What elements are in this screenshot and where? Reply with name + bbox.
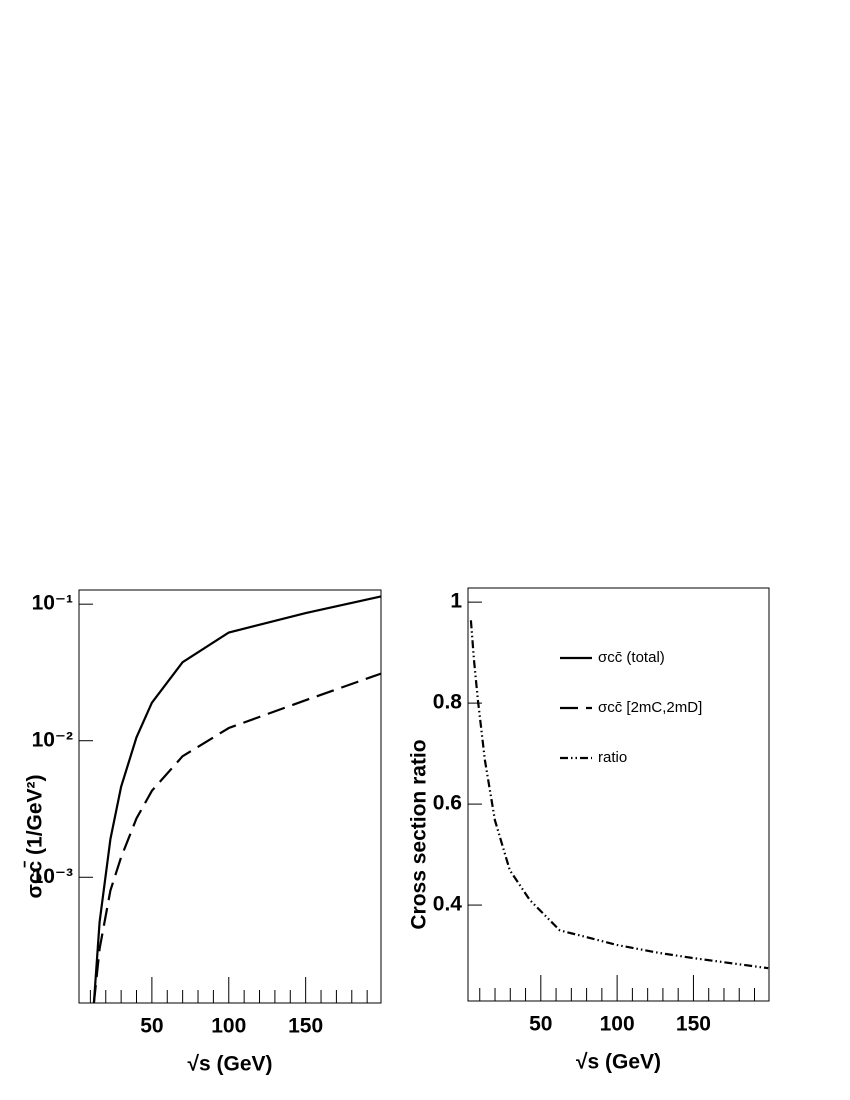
legend-label: ratio — [598, 749, 627, 766]
y-tick-label: 0.8 — [433, 691, 463, 714]
y-tick-label: 10⁻¹ — [32, 592, 73, 615]
x-axis-label: √s (GeV) — [576, 1051, 661, 1074]
y-tick-label: 1 — [450, 590, 462, 613]
y-axis-label: σcc̄ (1/GeV²) — [24, 774, 47, 898]
x-tick-label: 50 — [140, 1015, 163, 1038]
series-line — [92, 595, 382, 1004]
y-tick-label: 10⁻² — [32, 728, 73, 751]
y-tick-label: 10⁻³ — [32, 865, 73, 888]
y-axis-label: Cross section ratio — [408, 739, 431, 929]
x-tick-label: 100 — [600, 1013, 635, 1036]
y-tick-label: 0.4 — [433, 893, 463, 916]
legend-label: σcc̄ [2mC,2mD] — [598, 699, 702, 716]
x-tick-label: 150 — [288, 1015, 323, 1038]
y-tick-label: 0.6 — [433, 792, 462, 815]
x-axis-label: √s (GeV) — [187, 1053, 272, 1076]
x-tick-label: 150 — [676, 1013, 711, 1036]
x-tick-label: 100 — [211, 1015, 246, 1038]
legend-label: σcc̄ (total) — [598, 649, 665, 666]
x-tick-label: 50 — [529, 1013, 552, 1036]
plot-frame — [467, 587, 770, 1002]
series-line — [92, 672, 382, 1004]
plot-frame — [78, 589, 382, 1004]
series-line — [469, 620, 769, 970]
